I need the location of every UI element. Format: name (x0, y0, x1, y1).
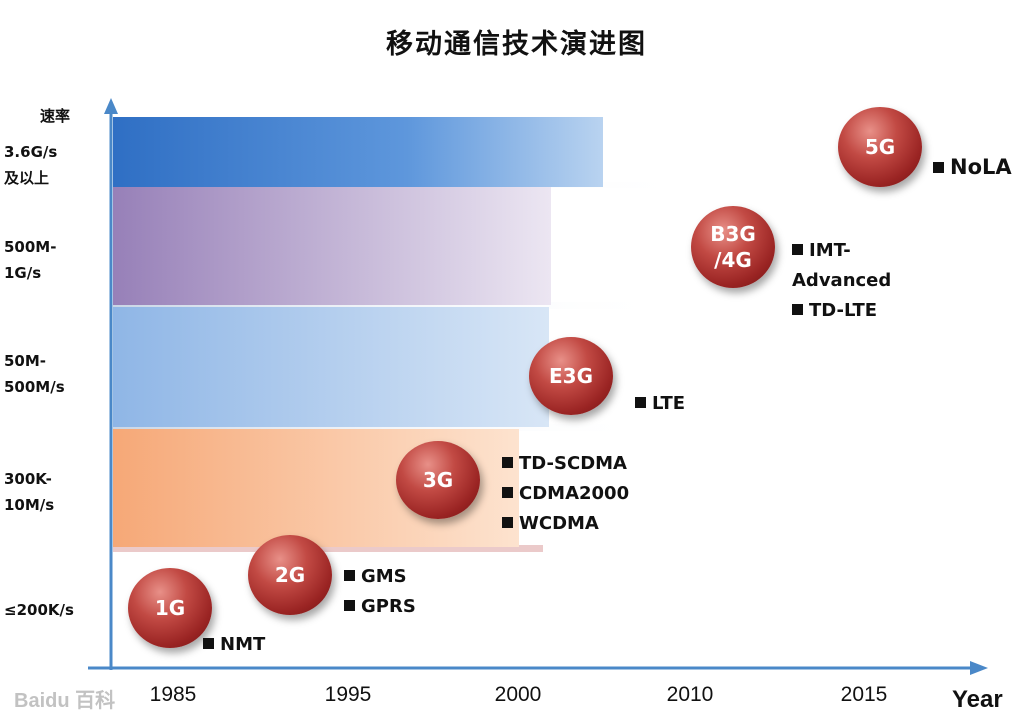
tech-item: LTE (635, 389, 685, 419)
y-tier-label: 500M- 1G/s (4, 238, 57, 282)
bullet-square-icon (635, 397, 646, 408)
y-tier-label: 50M- 500M/s (4, 352, 65, 396)
bullet-square-icon (792, 244, 803, 255)
x-axis-arrow (970, 661, 988, 675)
generation-e3g: E3G (529, 337, 613, 415)
x-tick-label: 1995 (324, 683, 372, 706)
x-tick-label: 2015 (840, 683, 888, 706)
band-500m-1g (113, 187, 551, 305)
tech-item-continuation: Advanced (792, 270, 892, 291)
tech-item: GMS (344, 562, 416, 592)
generation-5g: 5G (838, 107, 922, 187)
band-shadow (113, 302, 673, 309)
chart-title: 移动通信技术演进图 (386, 29, 647, 60)
band-shadow (113, 424, 653, 431)
bullet-square-icon (344, 570, 355, 581)
y-tier-label: 300K- 10M/s (4, 470, 55, 514)
watermark: Baidu 百科 (14, 690, 116, 712)
x-tick-label: 2000 (494, 683, 542, 706)
y-axis-arrow (104, 98, 118, 114)
x-tick-label: 2010 (666, 683, 714, 706)
tech-item: GPRS (344, 592, 416, 622)
generation-2g: 2G (248, 535, 332, 615)
tech-list-1g: NMT (203, 630, 265, 660)
tech-list-2g: GMS GPRS (344, 562, 416, 622)
tech-list-5g: NoLA (933, 152, 1012, 182)
tech-item: NMT (203, 630, 265, 660)
bullet-square-icon (933, 162, 944, 173)
tech-item: NoLA (933, 152, 1012, 182)
bullet-square-icon (203, 638, 214, 649)
tech-item: TD-SCDMA (502, 449, 629, 479)
tech-list-e3g: LTE (635, 389, 685, 419)
tech-item: TD-LTE (792, 296, 891, 326)
bullet-square-icon (502, 517, 513, 528)
band-50m-500m (113, 307, 549, 427)
bullet-square-icon (502, 487, 513, 498)
generation-b3g-4g: B3G /4G (691, 206, 775, 288)
x-tick-label: 1985 (149, 683, 197, 706)
generation-3g: 3G (396, 441, 480, 519)
generation-1g: 1G (128, 568, 212, 648)
band-3-6g (113, 117, 603, 187)
band-shadow (113, 545, 543, 552)
tech-item: WCDMA (502, 509, 629, 539)
bullet-square-icon (344, 600, 355, 611)
bullet-square-icon (502, 457, 513, 468)
tech-item: CDMA2000 (502, 479, 629, 509)
tech-list-3g: TD-SCDMA CDMA2000 WCDMA (502, 449, 629, 539)
x-axis-label: Year (952, 686, 1003, 713)
bullet-square-icon (792, 304, 803, 315)
tech-list-4g: IMT- Advanced TD-LTE (792, 236, 891, 326)
y-tier-label: 3.6G/s 及以上 (4, 143, 58, 187)
tech-item: IMT- (792, 236, 891, 266)
y-axis-label: 速率 (40, 107, 71, 125)
y-tier-label: ≤200K/s (4, 601, 74, 619)
